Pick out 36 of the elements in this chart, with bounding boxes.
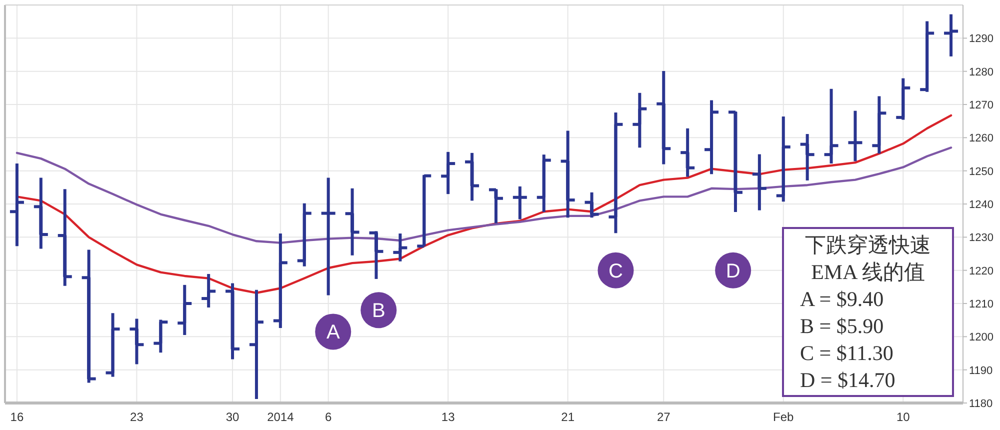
y-tick-label: 1250 xyxy=(969,166,994,178)
y-tick-label: 1270 xyxy=(969,100,994,112)
y-tick-label: 1290 xyxy=(969,33,994,46)
annotation: C = $11.30 xyxy=(800,341,894,365)
marker-label: D xyxy=(715,252,752,288)
marker-label: B xyxy=(360,292,397,328)
x-tick-label: 2014 xyxy=(267,410,294,424)
x-tick-label: 23 xyxy=(130,410,144,424)
x-tick-label: 27 xyxy=(656,410,671,424)
annotation: D = $14.70 xyxy=(800,368,896,392)
annotation: B = $5.90 xyxy=(800,314,884,338)
y-tick-label: 1280 xyxy=(969,66,994,78)
y-tick-label: 1200 xyxy=(969,332,994,344)
annotation: A xyxy=(326,322,340,344)
x-tick-label: 6 xyxy=(324,410,332,424)
x-tick-label: 21 xyxy=(561,410,575,424)
x-tick-label: 10 xyxy=(896,410,910,424)
y-tick-label: 1210 xyxy=(969,298,994,310)
y-tick-label: 1220 xyxy=(969,265,994,278)
y-tick-label: 1260 xyxy=(969,132,994,145)
y-tick-label: 1190 xyxy=(969,364,993,377)
annotation: EMA 线的值 xyxy=(811,260,925,284)
annotation: C xyxy=(608,260,623,282)
x-tick-label: 13 xyxy=(441,410,456,424)
x-tick-label: 30 xyxy=(226,410,240,424)
y-tick-label: 1180 xyxy=(969,398,993,410)
marker-label: A xyxy=(315,314,352,350)
x-tick-label: 16 xyxy=(10,410,24,424)
annotation: A = $9.40 xyxy=(800,287,884,311)
annotation: B xyxy=(372,300,386,322)
annotation: 下跌穿透快速 xyxy=(805,233,931,257)
marker-label: C xyxy=(598,252,634,288)
y-tick-label: 1230 xyxy=(969,232,994,244)
annotation: D xyxy=(726,260,740,282)
x-tick-label: Feb xyxy=(773,410,794,424)
y-tick-label: 1240 xyxy=(969,199,994,211)
